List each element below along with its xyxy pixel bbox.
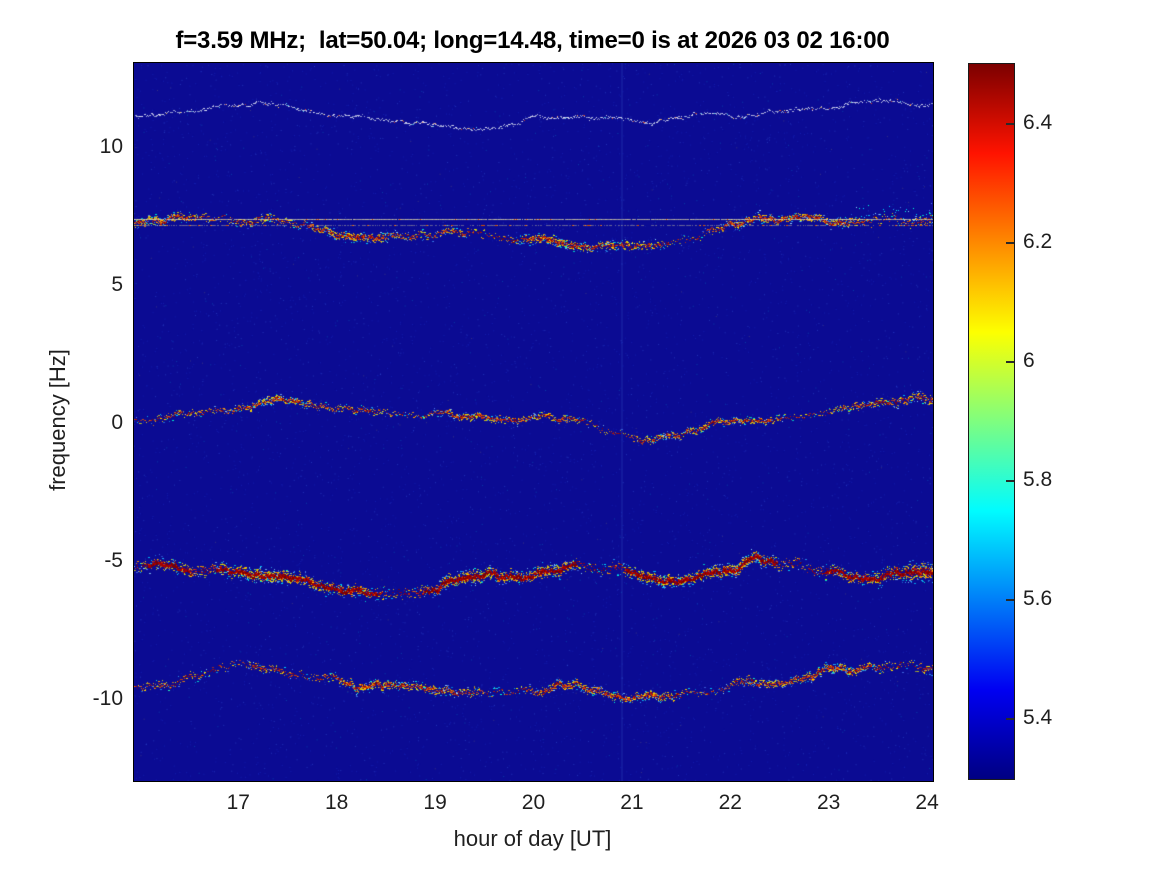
colorbar-tick — [1006, 480, 1014, 483]
x-tick-label: 18 — [324, 791, 349, 814]
y-tick-label: -10 — [92, 686, 123, 710]
colorbar-tick — [1006, 360, 1014, 363]
x-tick-label: 17 — [226, 791, 250, 814]
x-axis-label: hour of day [UT] — [453, 826, 612, 851]
colorbar — [968, 63, 1015, 780]
y-tick-label: 0 — [111, 410, 123, 434]
plot-area — [133, 62, 934, 782]
x-tick-label: 19 — [423, 791, 447, 814]
colorbar-tick-label: 6.2 — [1023, 229, 1053, 253]
y-tick-label: 5 — [111, 272, 123, 296]
x-tick-label: 21 — [620, 791, 644, 814]
y-axis-label: frequency [Hz] — [45, 349, 70, 491]
colorbar-tick — [1006, 718, 1014, 721]
spectrogram-canvas — [134, 63, 933, 781]
x-tick-label: 23 — [816, 791, 841, 814]
colorbar-tick-label: 5.4 — [1023, 706, 1053, 730]
colorbar-tick — [1006, 599, 1014, 602]
y-tick-label: -5 — [104, 548, 123, 572]
colorbar-tick-label: 6 — [1023, 348, 1035, 372]
colorbar-tick-label: 5.6 — [1023, 587, 1053, 611]
chart-title: f=3.59 MHz; lat=50.04; long=14.48, time=… — [175, 27, 890, 54]
x-tick-label: 20 — [521, 791, 546, 814]
colorbar-tick — [1006, 122, 1014, 125]
colorbar-tick — [1006, 241, 1014, 244]
y-tick-label: 10 — [99, 134, 123, 158]
colorbar-tick-label: 5.8 — [1023, 468, 1053, 492]
colorbar-gradient — [969, 64, 1014, 779]
x-tick-label: 24 — [915, 791, 939, 814]
colorbar-tick-label: 6.4 — [1023, 110, 1053, 134]
x-tick-label: 22 — [718, 791, 742, 814]
